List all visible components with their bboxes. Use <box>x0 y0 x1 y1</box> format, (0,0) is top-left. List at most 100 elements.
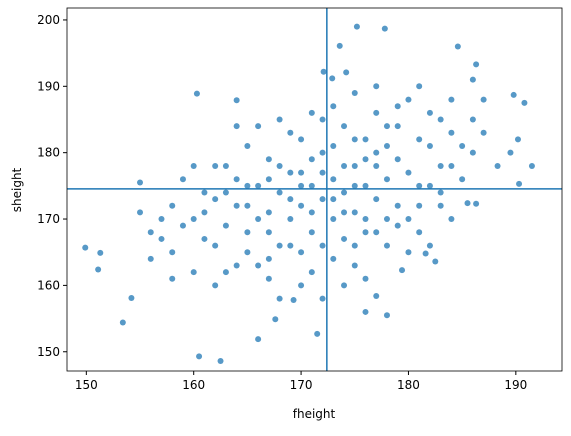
point <box>287 242 294 249</box>
point <box>265 275 272 282</box>
point <box>201 235 208 242</box>
y-tick-label: 200 <box>37 13 60 27</box>
point <box>394 156 401 163</box>
point <box>265 209 272 216</box>
point <box>448 129 455 136</box>
point <box>119 319 126 326</box>
point <box>459 143 466 150</box>
point <box>432 258 439 265</box>
point <box>373 162 380 169</box>
point <box>314 330 321 337</box>
point <box>137 179 144 186</box>
point <box>399 267 406 274</box>
y-tick-label: 150 <box>37 345 60 359</box>
point <box>362 182 369 189</box>
point <box>416 83 423 90</box>
point <box>330 196 337 203</box>
point <box>201 189 208 196</box>
point <box>383 143 390 150</box>
point <box>222 222 229 229</box>
point <box>298 182 305 189</box>
point <box>319 242 326 249</box>
point <box>319 149 326 156</box>
point <box>426 182 433 189</box>
y-tick-label: 160 <box>37 278 60 292</box>
point <box>362 229 369 236</box>
point <box>255 182 262 189</box>
point <box>255 336 262 343</box>
point <box>190 269 197 276</box>
point <box>308 229 315 236</box>
point <box>255 123 262 130</box>
point <box>265 255 272 262</box>
point <box>494 162 501 169</box>
point <box>459 176 466 183</box>
point <box>469 116 476 123</box>
point <box>351 262 358 269</box>
point <box>222 189 229 196</box>
point <box>405 216 412 223</box>
point <box>381 25 388 32</box>
point <box>290 296 297 303</box>
point <box>373 149 380 156</box>
point <box>222 269 229 276</box>
point <box>351 136 358 143</box>
point <box>373 109 380 116</box>
point <box>373 229 380 236</box>
point <box>212 242 219 249</box>
x-tick-label: 170 <box>290 378 313 392</box>
point <box>308 109 315 116</box>
point <box>416 229 423 236</box>
x-axis-label: fheight <box>293 407 336 421</box>
point <box>308 156 315 163</box>
point <box>147 229 154 236</box>
point <box>341 123 348 130</box>
point <box>362 216 369 223</box>
x-tick-label: 150 <box>75 378 98 392</box>
point <box>319 295 326 302</box>
point <box>330 255 337 262</box>
point <box>287 129 294 136</box>
point <box>320 68 327 75</box>
point <box>298 136 305 143</box>
point <box>158 235 165 242</box>
point <box>330 216 337 223</box>
point <box>287 216 294 223</box>
point <box>196 353 203 360</box>
point <box>426 143 433 150</box>
point <box>298 202 305 209</box>
point <box>190 216 197 223</box>
point <box>330 103 337 110</box>
point <box>448 162 455 169</box>
point <box>244 202 251 209</box>
point <box>362 136 369 143</box>
point <box>426 109 433 116</box>
point <box>373 196 380 203</box>
point <box>405 249 412 256</box>
point <box>287 169 294 176</box>
point <box>179 222 186 229</box>
point <box>394 123 401 130</box>
point <box>272 316 279 323</box>
point <box>416 136 423 143</box>
plot-frame <box>66 7 563 372</box>
point <box>343 69 350 76</box>
point <box>276 116 283 123</box>
point <box>437 202 444 209</box>
point <box>394 202 401 209</box>
x-tick-label: 160 <box>182 378 205 392</box>
point <box>233 262 240 269</box>
point <box>287 196 294 203</box>
y-tick-label: 180 <box>37 146 60 160</box>
point <box>169 202 176 209</box>
point <box>212 196 219 203</box>
point <box>373 293 380 300</box>
point <box>276 162 283 169</box>
point <box>265 229 272 236</box>
point <box>480 96 487 103</box>
point <box>95 266 102 273</box>
point <box>521 99 528 106</box>
point <box>473 61 480 68</box>
point <box>233 123 240 130</box>
